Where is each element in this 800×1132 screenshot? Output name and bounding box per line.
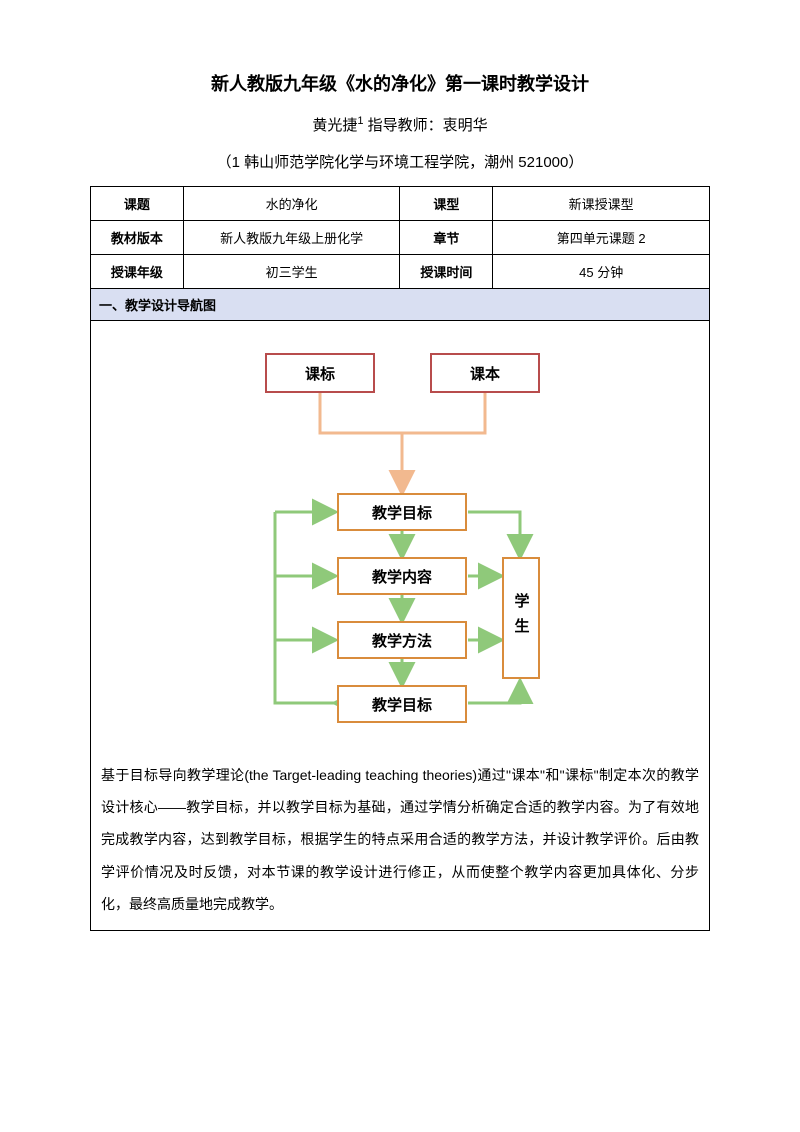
author-sup: 1 xyxy=(357,115,363,127)
cell-label: 授课时间 xyxy=(400,255,493,289)
node-xuesheng: 学生 xyxy=(502,557,540,679)
cell-label: 课题 xyxy=(91,187,184,221)
node-mubiao-2: 教学目标 xyxy=(337,685,467,723)
table-row: 教材版本 新人教版九年级上册化学 章节 第四单元课题 2 xyxy=(91,221,710,255)
author-line: 黄光捷1 指导教师：衷明华 xyxy=(90,114,710,135)
author-label: 指导教师：衷明华 xyxy=(368,117,488,134)
affiliation: （1 韩山师范学院化学与环境工程学院，潮州 521000） xyxy=(90,151,710,172)
node-kebiao: 课标 xyxy=(265,353,375,393)
table-row: 课题 水的净化 课型 新课授课型 xyxy=(91,187,710,221)
node-fangfa: 教学方法 xyxy=(337,621,467,659)
flowchart-diagram: 课标 课本 教学目标 教学内容 教学方法 教学目标 学生 xyxy=(185,333,615,753)
section-header: 一、教学设计导航图 xyxy=(90,289,710,321)
node-neirong: 教学内容 xyxy=(337,557,467,595)
node-mubiao-1: 教学目标 xyxy=(337,493,467,531)
cell-label: 章节 xyxy=(400,221,493,255)
node-keben: 课本 xyxy=(430,353,540,393)
cell-value: 45 分钟 xyxy=(493,255,710,289)
table-row: 授课年级 初三学生 授课时间 45 分钟 xyxy=(91,255,710,289)
info-table: 课题 水的净化 课型 新课授课型 教材版本 新人教版九年级上册化学 章节 第四单… xyxy=(90,186,710,289)
cell-value: 水的净化 xyxy=(183,187,400,221)
cell-value: 新课授课型 xyxy=(493,187,710,221)
page-title: 新人教版九年级《水的净化》第一课时教学设计 xyxy=(90,70,710,96)
author-name: 黄光捷 xyxy=(312,117,357,134)
cell-label: 教材版本 xyxy=(91,221,184,255)
cell-label: 授课年级 xyxy=(91,255,184,289)
cell-value: 第四单元课题 2 xyxy=(493,221,710,255)
cell-label: 课型 xyxy=(400,187,493,221)
cell-value: 新人教版九年级上册化学 xyxy=(183,221,400,255)
body-paragraph: 基于目标导向教学理论(the Target-leading teaching t… xyxy=(101,759,699,920)
diagram-wrap: 课标 课本 教学目标 教学内容 教学方法 教学目标 学生 xyxy=(101,333,699,753)
cell-value: 初三学生 xyxy=(183,255,400,289)
content-box: 课标 课本 教学目标 教学内容 教学方法 教学目标 学生 基于目标导向教学理论(… xyxy=(90,321,710,931)
